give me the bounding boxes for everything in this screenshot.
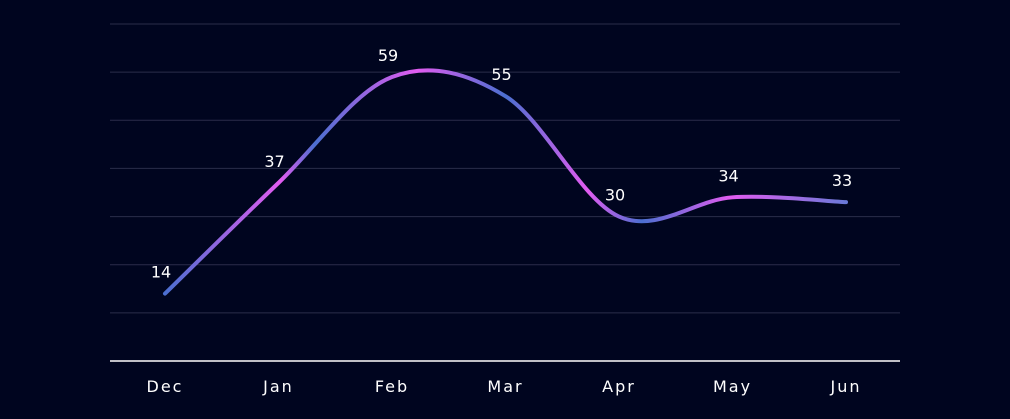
x-tick-label: Dec <box>147 377 184 396</box>
data-label: 34 <box>718 166 738 185</box>
x-tick-label: Mar <box>487 377 523 396</box>
data-label: 59 <box>378 46 398 65</box>
x-tick-label: Jan <box>262 377 294 396</box>
x-tick-label: Feb <box>375 377 409 396</box>
x-tick-labels: Dec Jan Feb Mar Apr May Jun <box>147 377 862 396</box>
x-tick-label: Jun <box>830 377 862 396</box>
x-tick-label: Apr <box>602 377 636 396</box>
drop-lines <box>164 76 847 361</box>
data-labels: 14 37 59 55 30 34 33 <box>151 46 852 282</box>
series-line <box>163 68 848 296</box>
data-label: 33 <box>832 171 852 190</box>
data-label: 14 <box>151 263 171 282</box>
data-label: 55 <box>491 65 511 84</box>
data-label: 30 <box>605 186 625 205</box>
x-tick-label: May <box>713 377 752 396</box>
data-label: 37 <box>264 152 284 171</box>
